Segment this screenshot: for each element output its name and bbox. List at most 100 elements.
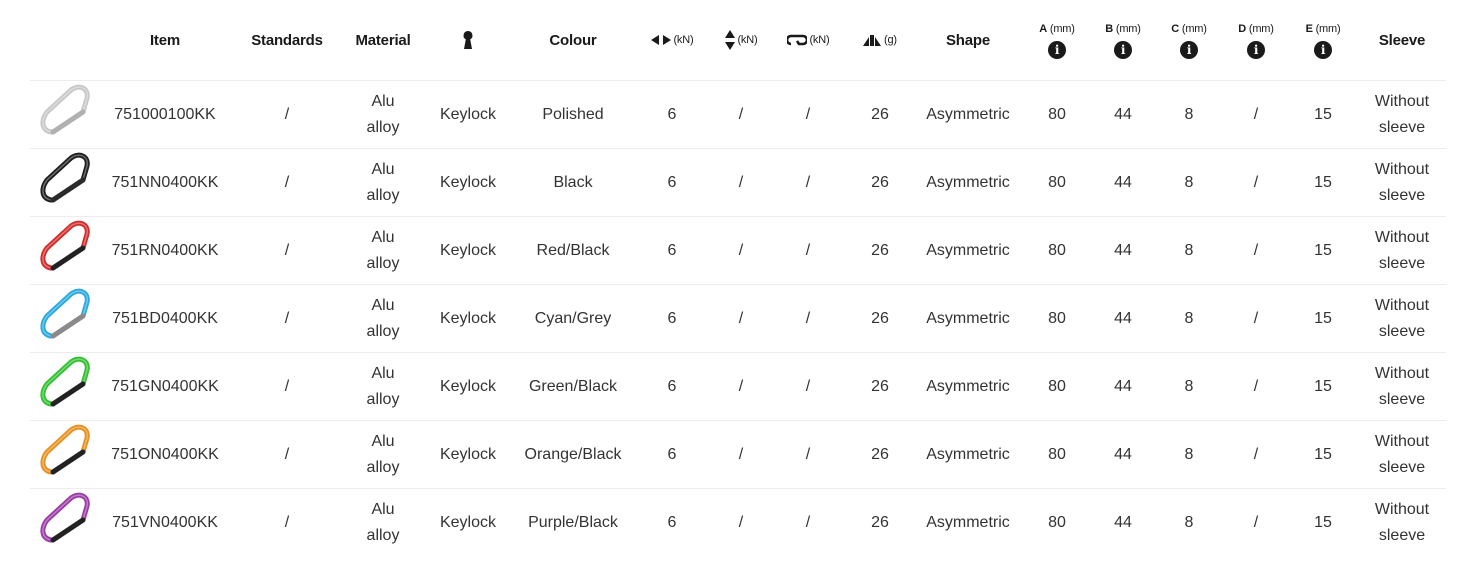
cell-item-code: 751VN0400KK — [100, 488, 230, 556]
header-e: E (mm) i — [1305, 22, 1341, 59]
table-row[interactable]: 751RN0400KK / Alu alloy Keylock Red/Black 6 / / 2… — [30, 216, 1446, 285]
dim-c-text: 8 — [1184, 173, 1194, 191]
sleeve-text: Without — [1374, 432, 1430, 450]
weight-text: 26 — [871, 513, 889, 531]
cell-dim-a: 80 — [1022, 420, 1092, 489]
weight-text: 26 — [871, 445, 889, 463]
product-image[interactable] — [30, 284, 100, 353]
gate-open-strength-text: / — [805, 173, 811, 191]
shape-text: Asymmetric — [926, 241, 1010, 259]
carabiner-image — [40, 424, 90, 475]
gate-open-strength-text: / — [805, 445, 811, 463]
cell-dim-c: 8 — [1154, 148, 1224, 217]
cell-dim-d: / — [1224, 420, 1288, 489]
dim-d-text: / — [1253, 241, 1259, 259]
major-axis-strength-text: 6 — [667, 377, 677, 395]
gate-type-text: Keylock — [439, 309, 497, 327]
shape-text: Asymmetric — [926, 173, 1010, 191]
header-b: B (mm) i — [1105, 22, 1141, 59]
cell-dim-c: 8 — [1154, 352, 1224, 421]
info-icon[interactable]: i — [1314, 40, 1332, 59]
material-text: Alu — [371, 500, 395, 518]
sleeve-text: sleeve — [1378, 526, 1426, 544]
weight-text: 26 — [871, 377, 889, 395]
sleeve-text: Without — [1374, 92, 1430, 110]
gate-open-strength-text: / — [805, 105, 811, 123]
item-code-text: 751000100KK — [114, 105, 216, 123]
info-icon[interactable]: i — [1247, 40, 1265, 59]
table-row[interactable]: 751000100KK / Alu alloy Keylock Polished 6 / / 26… — [30, 80, 1446, 149]
major-axis-strength-text: 6 — [667, 513, 677, 531]
cell-standards: / — [230, 148, 344, 217]
cell-minor-axis-strength: / — [712, 80, 770, 149]
dim-d-text: / — [1253, 173, 1259, 191]
major-axis-strength-text: 6 — [667, 241, 677, 259]
header-shape: Shape — [945, 31, 990, 49]
shape-text: Asymmetric — [926, 377, 1010, 395]
cell-dim-d: / — [1224, 488, 1288, 556]
cell-colour: Black — [514, 148, 632, 217]
standards-text: / — [284, 513, 290, 531]
cell-shape: Asymmetric — [914, 420, 1022, 489]
product-image[interactable] — [30, 216, 100, 285]
cell-major-axis-strength: 6 — [632, 216, 712, 285]
table-row[interactable]: 751BD0400KK / Alu alloy Keylock Cyan/Grey 6 / / 2… — [30, 284, 1446, 353]
cell-standards: / — [230, 216, 344, 285]
cell-dim-e: 15 — [1288, 80, 1358, 149]
colour-text: Polished — [542, 105, 604, 123]
cell-colour: Purple/Black — [514, 488, 632, 556]
cell-material: Alu alloy — [344, 80, 422, 149]
info-icon[interactable]: i — [1114, 40, 1132, 59]
dim-e-text: 15 — [1314, 241, 1332, 259]
cell-material: Alu alloy — [344, 148, 422, 217]
minor-axis-strength-text: / — [738, 377, 744, 395]
dim-a-text: 80 — [1048, 241, 1066, 259]
product-image[interactable] — [30, 488, 100, 556]
minor-axis-arrows-icon — [724, 30, 735, 50]
cell-minor-axis-strength: / — [712, 352, 770, 421]
cell-shape: Asymmetric — [914, 352, 1022, 421]
header-gate — [422, 0, 514, 81]
carabiner-image — [40, 152, 90, 203]
cell-weight: 26 — [846, 148, 914, 217]
cell-minor-axis-strength: / — [712, 420, 770, 489]
dim-b-text: 44 — [1114, 105, 1132, 123]
dim-b-text: 44 — [1114, 241, 1132, 259]
dim-c-text: 8 — [1184, 445, 1194, 463]
cell-dim-b: 44 — [1092, 352, 1154, 421]
cell-gate-open-strength: / — [770, 284, 846, 353]
dim-b-text: 44 — [1114, 309, 1132, 327]
cell-dim-a: 80 — [1022, 80, 1092, 149]
table-row[interactable]: 751VN0400KK / Alu alloy Keylock Purple/Black 6… — [30, 488, 1446, 556]
product-image[interactable] — [30, 148, 100, 217]
cell-major-axis-strength: 6 — [632, 284, 712, 353]
material-text: Alu — [371, 160, 395, 178]
shape-text: Asymmetric — [926, 445, 1010, 463]
cell-shape: Asymmetric — [914, 284, 1022, 353]
material-text: Alu — [371, 92, 395, 110]
cell-gate-type: Keylock — [422, 352, 514, 421]
cell-weight: 26 — [846, 216, 914, 285]
product-image[interactable] — [30, 352, 100, 421]
cell-dim-a: 80 — [1022, 284, 1092, 353]
cell-dim-c: 8 — [1154, 216, 1224, 285]
product-image[interactable] — [30, 80, 100, 149]
cell-colour: Green/Black — [514, 352, 632, 421]
product-image[interactable] — [30, 420, 100, 489]
cell-minor-axis-strength: / — [712, 488, 770, 556]
table-row[interactable]: 751NN0400KK / Alu alloy Keylock Black 6 / / 26 Asy… — [30, 148, 1446, 217]
cell-sleeve: Without sleeve — [1358, 80, 1446, 149]
major-axis-strength-text: 6 — [667, 309, 677, 327]
material-text: alloy — [366, 118, 400, 136]
colour-text: Red/Black — [536, 241, 610, 259]
dim-c-text: 8 — [1184, 241, 1194, 259]
shape-text: Asymmetric — [926, 105, 1010, 123]
info-icon[interactable]: i — [1180, 40, 1198, 59]
header-material: Material — [355, 31, 411, 49]
table-row[interactable]: 751GN0400KK / Alu alloy Keylock Green/Black 6 /… — [30, 352, 1446, 421]
sleeve-text: sleeve — [1378, 118, 1426, 136]
table-row[interactable]: 751ON0400KK / Alu alloy Keylock Orange/Black 6… — [30, 420, 1446, 489]
info-icon[interactable]: i — [1048, 40, 1066, 59]
cell-sleeve: Without sleeve — [1358, 284, 1446, 353]
cell-dim-d: / — [1224, 352, 1288, 421]
